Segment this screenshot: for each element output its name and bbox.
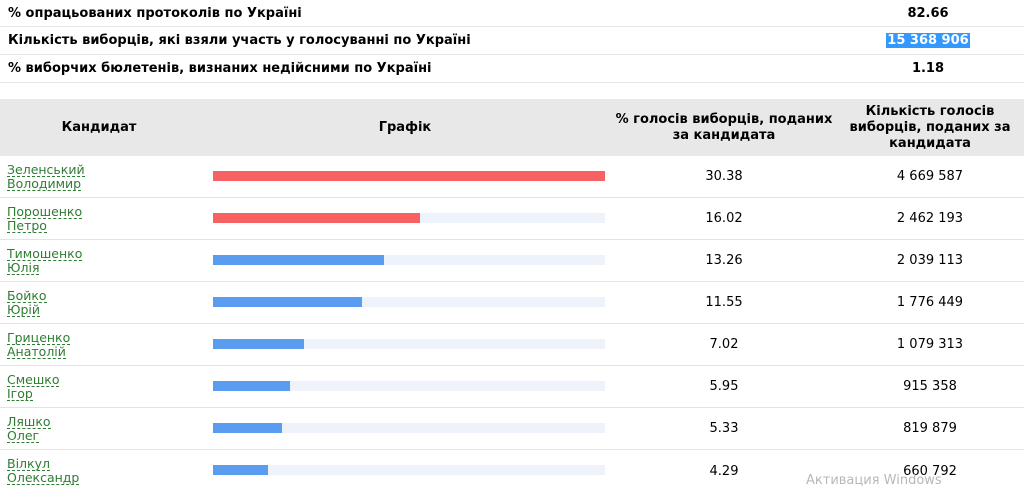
vote-bar-cell bbox=[198, 156, 612, 198]
vote-bar-track bbox=[213, 422, 605, 433]
summary-value: 1.18 bbox=[911, 61, 945, 76]
percent-value: 13.26 bbox=[705, 253, 743, 268]
candidate-surname[interactable]: Смешко bbox=[7, 371, 60, 387]
header-candidate[interactable]: Кандидат bbox=[61, 119, 137, 135]
vote-bar-cell bbox=[198, 198, 612, 240]
candidate-link[interactable]: Смешко Ігор bbox=[0, 373, 198, 401]
candidate-surname[interactable]: Бойко bbox=[7, 287, 47, 303]
summary-row-protocols: % опрацьованих протоколів по Україні 82.… bbox=[0, 0, 1024, 27]
vote-bar-cell bbox=[198, 240, 612, 282]
table-row: Тимошенко Юлія 13.26 2 039 113 bbox=[0, 240, 1024, 282]
candidate-link[interactable]: Зеленський Володимир bbox=[0, 163, 198, 191]
candidate-firstname[interactable]: Олег bbox=[7, 427, 40, 443]
vote-bar-track bbox=[213, 338, 605, 349]
candidate-firstname[interactable]: Юрій bbox=[7, 301, 41, 317]
candidate-surname[interactable]: Вілкул bbox=[7, 456, 50, 471]
vote-bar bbox=[213, 212, 420, 223]
header-percent[interactable]: % голосів виборців, поданих за кандидата bbox=[615, 111, 833, 143]
candidate-link[interactable]: Вілкул Олександр bbox=[0, 457, 198, 485]
votes-value: 1 079 313 bbox=[896, 337, 964, 352]
percent-value: 16.02 bbox=[705, 211, 743, 226]
candidate-surname[interactable]: Зеленський bbox=[7, 161, 85, 177]
header-votes[interactable]: Кількість голосів виборців, поданих за к… bbox=[849, 103, 1011, 151]
vote-bar bbox=[213, 465, 268, 475]
candidate-surname[interactable]: Гриценко bbox=[7, 329, 71, 345]
vote-bar-track bbox=[213, 380, 605, 391]
vote-bar-track bbox=[213, 465, 605, 475]
percent-value: 7.02 bbox=[709, 337, 739, 352]
table-row: Гриценко Анатолій 7.02 1 079 313 bbox=[0, 324, 1024, 366]
candidate-firstname[interactable]: Володимир bbox=[7, 175, 82, 191]
table-header: Кандидат Графік % голосів виборців, пода… bbox=[0, 99, 1024, 156]
header-graph: Графік bbox=[378, 119, 432, 135]
candidate-link[interactable]: Гриценко Анатолій bbox=[0, 331, 198, 359]
windows-activation-watermark: Активация Windows bbox=[806, 473, 942, 488]
table-row: Вілкул Олександр 4.29 660 792 bbox=[0, 450, 1024, 492]
votes-value: 4 669 587 bbox=[896, 169, 964, 184]
votes-value: 2 462 193 bbox=[896, 211, 964, 226]
vote-bar bbox=[213, 338, 304, 349]
candidate-link[interactable]: Бойко Юрій bbox=[0, 289, 198, 317]
vote-bar bbox=[213, 380, 290, 391]
candidate-link[interactable]: Порошенко Петро bbox=[0, 205, 198, 233]
candidate-firstname[interactable]: Петро bbox=[7, 217, 47, 233]
vote-bar-cell bbox=[198, 366, 612, 408]
table-row: Смешко Ігор 5.95 915 358 bbox=[0, 366, 1024, 408]
candidate-firstname[interactable]: Анатолій bbox=[7, 343, 66, 359]
vote-bar-track bbox=[213, 296, 605, 307]
candidate-link[interactable]: Тимошенко Юлія bbox=[0, 247, 198, 275]
summary-label: % виборчих бюлетенів, визнаних недійсним… bbox=[8, 61, 432, 76]
vote-bar-cell bbox=[198, 408, 612, 450]
candidate-firstname[interactable]: Юлія bbox=[7, 259, 40, 275]
summary-label: Кількість виборців, які взяли участь у г… bbox=[8, 33, 471, 48]
candidate-firstname[interactable]: Олександр bbox=[7, 470, 80, 485]
percent-value: 11.55 bbox=[705, 295, 743, 310]
summary-value: 82.66 bbox=[907, 5, 949, 21]
table-row: Порошенко Петро 16.02 2 462 193 bbox=[0, 198, 1024, 240]
vote-bar-cell bbox=[198, 282, 612, 324]
percent-value: 5.95 bbox=[709, 379, 739, 394]
vote-bar bbox=[213, 422, 282, 433]
selected-text[interactable]: 15 368 906 bbox=[886, 33, 970, 48]
candidate-surname[interactable]: Порошенко bbox=[7, 203, 83, 219]
vote-bar bbox=[213, 296, 362, 307]
summary-table: % опрацьованих протоколів по Україні 82.… bbox=[0, 0, 1024, 83]
vote-bar bbox=[213, 170, 605, 181]
vote-bar-cell bbox=[198, 450, 612, 492]
spacer bbox=[0, 83, 1024, 99]
votes-value: 660 792 bbox=[903, 463, 957, 479]
table-row: Бойко Юрій 11.55 1 776 449 bbox=[0, 282, 1024, 324]
results-table: Кандидат Графік % голосів виборців, пода… bbox=[0, 99, 1024, 492]
candidate-surname[interactable]: Ляшко bbox=[7, 413, 51, 429]
table-row: Ляшко Олег 5.33 819 879 bbox=[0, 408, 1024, 450]
summary-label: % опрацьованих протоколів по Україні bbox=[8, 5, 302, 21]
candidate-link[interactable]: Ляшко Олег bbox=[0, 415, 198, 443]
votes-value: 2 039 113 bbox=[896, 253, 964, 268]
percent-value: 4.29 bbox=[709, 463, 739, 479]
summary-row-invalid: % виборчих бюлетенів, визнаних недійсним… bbox=[0, 55, 1024, 83]
candidate-surname[interactable]: Тимошенко bbox=[7, 245, 83, 261]
vote-bar-track bbox=[213, 170, 605, 181]
candidate-firstname[interactable]: Ігор bbox=[7, 385, 33, 401]
summary-row-voters: Кількість виборців, які взяли участь у г… bbox=[0, 27, 1024, 55]
votes-value: 915 358 bbox=[903, 379, 957, 394]
table-body: Зеленський Володимир 30.38 4 669 587 Порошен… bbox=[0, 156, 1024, 492]
summary-value: 15 368 906 bbox=[848, 33, 1008, 48]
votes-value: 819 879 bbox=[903, 421, 957, 436]
percent-value: 5.33 bbox=[709, 421, 739, 436]
vote-bar bbox=[213, 254, 384, 265]
vote-bar-track bbox=[213, 212, 605, 223]
vote-bar-track bbox=[213, 254, 605, 265]
votes-value: 1 776 449 bbox=[896, 295, 964, 310]
vote-bar-cell bbox=[198, 324, 612, 366]
table-row: Зеленський Володимир 30.38 4 669 587 bbox=[0, 156, 1024, 198]
percent-value: 30.38 bbox=[705, 169, 743, 184]
